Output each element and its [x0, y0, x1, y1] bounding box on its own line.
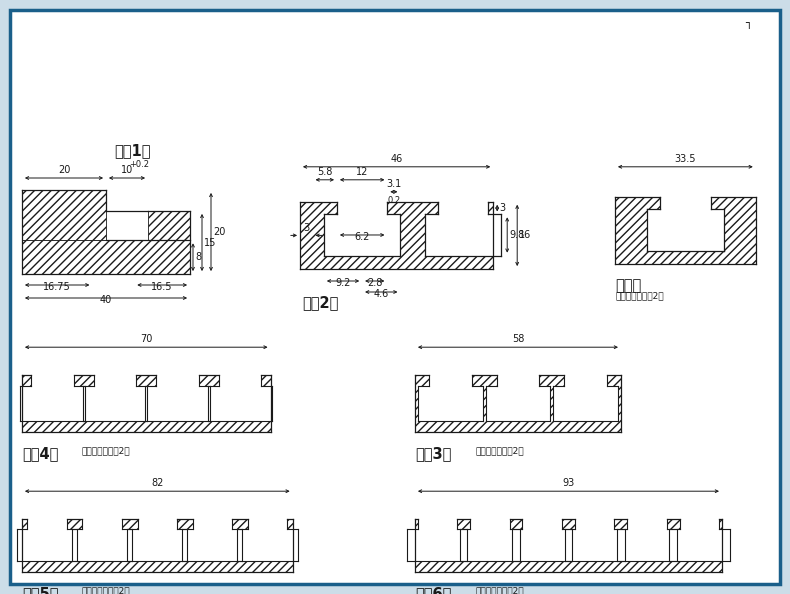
- Text: 新一槽: 新一槽: [615, 278, 641, 293]
- Bar: [460, 529, 520, 561]
- Text: 93: 93: [562, 478, 574, 488]
- Bar: [22, 519, 292, 572]
- Bar: [248, 517, 288, 529]
- Bar: [145, 386, 210, 421]
- Text: 6.2: 6.2: [355, 232, 370, 242]
- Text: 46: 46: [390, 154, 403, 164]
- Bar: [137, 517, 177, 529]
- Bar: [17, 529, 77, 561]
- Text: 5.8: 5.8: [317, 167, 333, 177]
- Text: 16: 16: [519, 230, 532, 241]
- Bar: [615, 197, 756, 264]
- Bar: [219, 373, 261, 386]
- Bar: [418, 386, 483, 421]
- Text: 国标6槽: 国标6槽: [415, 586, 451, 594]
- FancyBboxPatch shape: [10, 10, 780, 584]
- Bar: [82, 517, 122, 529]
- Text: 0.2: 0.2: [387, 196, 401, 205]
- Text: 58: 58: [512, 334, 524, 344]
- Bar: [83, 386, 147, 421]
- Bar: [486, 386, 551, 421]
- Text: 其余尺寸见国标2槽: 其余尺寸见国标2槽: [475, 446, 524, 455]
- Bar: [94, 373, 136, 386]
- Text: +0.2: +0.2: [129, 160, 149, 169]
- Text: 20: 20: [58, 165, 70, 175]
- Bar: [669, 529, 729, 561]
- Bar: [627, 517, 667, 529]
- Bar: [565, 529, 625, 561]
- Text: 3: 3: [499, 203, 506, 213]
- Bar: [512, 529, 572, 561]
- Bar: [20, 386, 85, 421]
- Text: 国标4槽: 国标4槽: [22, 446, 58, 461]
- Text: 82: 82: [151, 478, 164, 488]
- Bar: [238, 529, 298, 561]
- Text: 其余尺寸见国标2槽: 其余尺寸见国标2槽: [475, 586, 524, 594]
- Bar: [415, 375, 621, 432]
- Text: 10: 10: [121, 165, 134, 175]
- Text: 40: 40: [100, 295, 112, 305]
- Bar: [148, 211, 190, 241]
- Bar: [647, 210, 724, 251]
- Text: 2.8: 2.8: [367, 278, 382, 288]
- Bar: [72, 529, 132, 561]
- Text: 其余尺寸见国标2槽: 其余尺寸见国标2槽: [82, 446, 130, 455]
- Text: 9.2: 9.2: [336, 278, 351, 288]
- Bar: [425, 214, 501, 255]
- Bar: [193, 517, 232, 529]
- Bar: [28, 517, 67, 529]
- Bar: [470, 517, 510, 529]
- Text: 其余尺寸见国标2槽: 其余尺寸见国标2槽: [615, 291, 664, 300]
- Bar: [438, 200, 488, 214]
- Bar: [415, 519, 722, 572]
- Bar: [337, 200, 387, 214]
- Bar: [208, 386, 273, 421]
- Bar: [679, 517, 720, 529]
- Text: 国标3槽: 国标3槽: [415, 446, 451, 461]
- Text: 33.5: 33.5: [675, 154, 696, 164]
- Text: 16.75: 16.75: [43, 282, 71, 292]
- Text: 其余尺寸见国标2槽: 其余尺寸见国标2槽: [82, 586, 130, 594]
- Bar: [408, 529, 468, 561]
- Bar: [127, 529, 187, 561]
- Text: 16.5: 16.5: [152, 282, 173, 292]
- Bar: [497, 373, 540, 386]
- Text: 20: 20: [213, 227, 225, 237]
- Bar: [182, 529, 243, 561]
- Bar: [418, 517, 457, 529]
- Bar: [22, 241, 190, 274]
- Text: 70: 70: [140, 334, 152, 344]
- Bar: [156, 373, 199, 386]
- Bar: [660, 195, 710, 210]
- Bar: [553, 386, 618, 421]
- Text: 8: 8: [195, 252, 201, 262]
- Bar: [429, 373, 472, 386]
- Text: 3.1: 3.1: [386, 179, 401, 189]
- Text: 国标2槽: 国标2槽: [302, 295, 338, 310]
- Bar: [564, 373, 607, 386]
- Bar: [22, 190, 106, 241]
- Text: 12: 12: [356, 167, 368, 177]
- Bar: [22, 375, 270, 432]
- Text: 3: 3: [303, 223, 310, 233]
- Text: ┐: ┐: [745, 19, 752, 29]
- Bar: [617, 529, 677, 561]
- Bar: [31, 373, 73, 386]
- Text: 国标5槽: 国标5槽: [22, 586, 58, 594]
- Text: 9.8: 9.8: [510, 230, 525, 240]
- Bar: [522, 517, 562, 529]
- Text: 4.6: 4.6: [374, 289, 389, 299]
- Text: 国标1槽: 国标1槽: [114, 143, 151, 158]
- Bar: [324, 214, 401, 255]
- Text: 15: 15: [204, 238, 216, 248]
- Bar: [300, 202, 493, 269]
- Bar: [575, 517, 615, 529]
